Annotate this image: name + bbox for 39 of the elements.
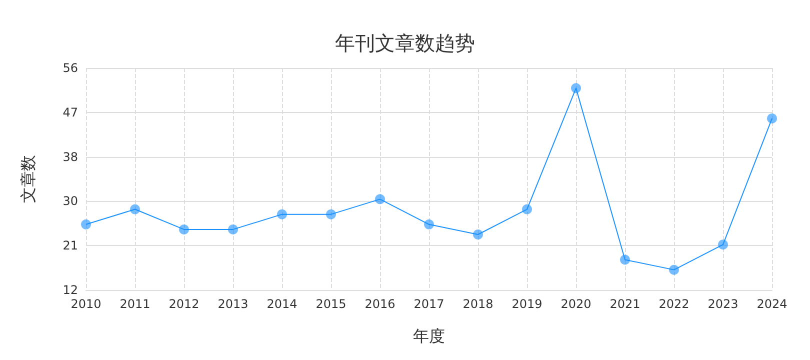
x-tick-label: 2022 (658, 297, 690, 311)
point (81, 219, 91, 230)
x-tick-label: 2021 (610, 297, 640, 311)
point (375, 194, 385, 204)
chart-title: 年刊文章数趋势 (335, 31, 475, 55)
x-tick-label: 2012 (168, 297, 200, 311)
x-tick-label: 2014 (266, 297, 298, 311)
x-tick-label: 2023 (708, 297, 738, 311)
y-tick-label: 21 (62, 238, 78, 253)
point (718, 240, 728, 250)
point (620, 254, 630, 265)
x-axis-title: 年度 (413, 326, 445, 346)
x-tick-label: 2010 (70, 297, 102, 311)
point (473, 230, 483, 240)
y-tick-label: 12 (62, 283, 78, 297)
x-tick-label: 2019 (512, 297, 542, 311)
point (179, 224, 189, 234)
point (522, 204, 532, 214)
x-tick-label: 2020 (560, 297, 592, 311)
point (669, 264, 679, 275)
x-tick-label: 2024 (756, 297, 788, 311)
y-tick-label: 47 (62, 105, 78, 120)
point (767, 113, 777, 124)
y-tick-label: 38 (62, 150, 78, 164)
x-tick-label: 2013 (218, 297, 248, 311)
x-tick-label: 2018 (462, 297, 494, 311)
point (130, 204, 140, 214)
x-tick-label: 2011 (120, 297, 150, 311)
y-tick-label: 56 (62, 61, 78, 75)
x-tick-label: 2016 (364, 297, 396, 311)
point (228, 224, 238, 234)
x-tick-label: 2017 (414, 297, 444, 311)
y-axis-title: 文章数 (18, 155, 38, 203)
point (277, 209, 287, 220)
point (424, 219, 434, 230)
point (571, 83, 581, 94)
x-tick-label: 2015 (316, 297, 346, 311)
y-tick-label: 30 (62, 194, 78, 208)
point (326, 209, 336, 220)
